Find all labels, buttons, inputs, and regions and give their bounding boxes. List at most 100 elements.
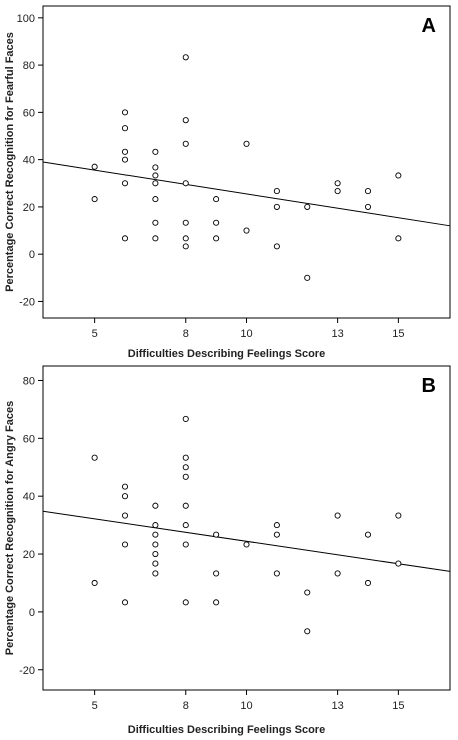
data-point bbox=[152, 172, 159, 179]
data-point bbox=[213, 570, 220, 577]
y-tick-label: -20 bbox=[19, 665, 35, 677]
data-point bbox=[152, 550, 159, 558]
data-point bbox=[364, 579, 372, 587]
y-axis-label: Percentage Correct Recognition for Angry… bbox=[4, 401, 16, 656]
panel-label: A bbox=[422, 15, 436, 37]
y-tick-label: 40 bbox=[23, 491, 35, 503]
x-tick-label: 10 bbox=[240, 700, 252, 712]
data-point bbox=[182, 464, 189, 471]
data-point bbox=[121, 512, 129, 519]
data-point bbox=[395, 560, 402, 567]
data-point bbox=[395, 235, 402, 242]
data-point bbox=[213, 531, 220, 538]
x-tick-label: 13 bbox=[331, 700, 343, 712]
y-tick-label: 20 bbox=[23, 549, 35, 561]
y-tick-label: 80 bbox=[23, 60, 35, 72]
data-point bbox=[182, 454, 189, 461]
data-point bbox=[121, 541, 129, 548]
chart-panel-b: -20 0 20 40 60 80 5 8 10 13 15 B Difficulties Descri… bbox=[4, 365, 451, 736]
data-point bbox=[182, 180, 189, 187]
data-point bbox=[213, 235, 220, 242]
data-point bbox=[121, 156, 129, 163]
data-point bbox=[152, 164, 159, 171]
data-point bbox=[304, 274, 311, 281]
data-point bbox=[182, 219, 189, 226]
data-point bbox=[91, 454, 98, 461]
x-tick-label: 8 bbox=[183, 328, 189, 340]
chart-panel-a: -20 0 20 40 60 80 100 5 8 10 13 15 A Difficulties Des… bbox=[4, 5, 451, 360]
y-tick-label: 80 bbox=[23, 375, 35, 387]
data-point bbox=[121, 493, 129, 500]
data-point bbox=[121, 180, 129, 187]
data-point bbox=[182, 415, 189, 422]
data-point bbox=[182, 473, 189, 480]
data-point bbox=[395, 172, 402, 179]
data-point bbox=[152, 541, 159, 548]
data-point bbox=[273, 188, 280, 195]
x-tick-label: 15 bbox=[392, 328, 404, 340]
data-point bbox=[152, 570, 159, 577]
y-tick-label: 40 bbox=[23, 155, 35, 167]
data-point bbox=[91, 163, 98, 170]
y-tick-label: 0 bbox=[29, 249, 35, 261]
y-tick-label: 60 bbox=[23, 433, 35, 445]
data-point bbox=[182, 140, 189, 147]
data-point bbox=[152, 235, 159, 242]
data-point bbox=[334, 512, 341, 519]
data-point bbox=[121, 125, 129, 132]
data-point bbox=[273, 243, 280, 250]
x-tick-label: 5 bbox=[92, 328, 98, 340]
data-point bbox=[152, 502, 159, 509]
data-point bbox=[273, 570, 280, 577]
x-axis-label: Difficulties Describing Feelings Score bbox=[128, 348, 325, 360]
data-point bbox=[121, 148, 129, 155]
data-point bbox=[182, 522, 189, 529]
data-point bbox=[152, 180, 159, 187]
data-point bbox=[182, 599, 189, 606]
panel-label: B bbox=[422, 375, 436, 397]
data-point bbox=[334, 180, 341, 187]
data-point bbox=[152, 531, 159, 538]
data-point bbox=[121, 599, 129, 606]
data-point bbox=[121, 235, 129, 242]
data-point bbox=[213, 196, 220, 203]
data-point bbox=[182, 243, 189, 250]
data-point bbox=[273, 203, 280, 210]
data-point bbox=[213, 219, 220, 226]
data-point bbox=[152, 219, 159, 226]
y-tick-label: -20 bbox=[19, 296, 35, 308]
data-point bbox=[91, 579, 98, 587]
regression-line bbox=[42, 510, 451, 572]
y-axis-label: Percentage Correct Recognition for Fearf… bbox=[4, 32, 16, 292]
data-point bbox=[273, 531, 280, 538]
data-point bbox=[364, 531, 372, 538]
data-point bbox=[152, 148, 159, 155]
data-point bbox=[182, 235, 189, 242]
data-point bbox=[243, 140, 250, 147]
y-tick-label: 60 bbox=[23, 107, 35, 119]
x-axis-label: Difficulties Describing Feelings Score bbox=[128, 724, 325, 736]
data-point bbox=[213, 599, 220, 606]
data-point bbox=[182, 502, 189, 509]
y-tick-label: 0 bbox=[29, 607, 35, 619]
data-point bbox=[304, 628, 311, 635]
data-point bbox=[364, 203, 372, 210]
x-tick-label: 13 bbox=[331, 328, 343, 340]
data-point bbox=[152, 560, 159, 567]
data-point bbox=[152, 196, 159, 203]
data-point bbox=[91, 196, 98, 203]
data-point bbox=[121, 483, 129, 490]
x-tick-label: 5 bbox=[92, 700, 98, 712]
x-tick-label: 10 bbox=[240, 328, 252, 340]
data-point bbox=[364, 188, 372, 195]
data-point bbox=[121, 109, 129, 116]
data-point bbox=[304, 203, 311, 210]
data-point bbox=[273, 522, 280, 529]
y-tick-label: 20 bbox=[23, 202, 35, 214]
regression-line bbox=[42, 161, 451, 227]
x-tick-label: 8 bbox=[183, 700, 189, 712]
data-point bbox=[395, 512, 402, 519]
